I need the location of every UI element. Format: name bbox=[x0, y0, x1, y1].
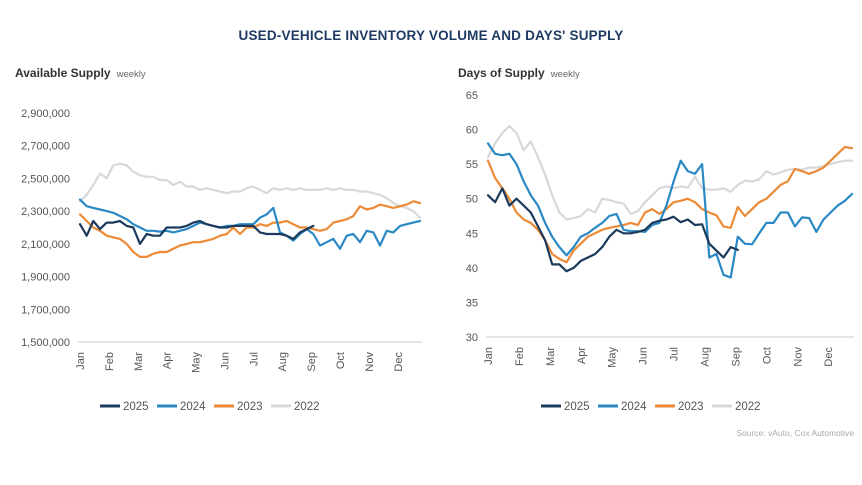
x-tick-label: Mar bbox=[545, 347, 557, 366]
y-tick-label: 55 bbox=[466, 159, 478, 171]
x-tick-label: Apr bbox=[576, 347, 588, 364]
source-note: Source: vAuto, Cox Automotive bbox=[736, 428, 854, 438]
x-tick-label: Jan bbox=[75, 352, 87, 370]
legend-label-2022: 2022 bbox=[735, 401, 761, 413]
series-line-2022 bbox=[78, 162, 422, 219]
x-tick-label: Feb bbox=[104, 352, 116, 371]
x-tick-label: Jun bbox=[219, 352, 231, 370]
y-tick-label: 2,100,000 bbox=[21, 239, 70, 251]
x-tick-label: May bbox=[191, 352, 203, 373]
y-tick-label: 60 bbox=[466, 125, 478, 137]
x-tick-label: Jul bbox=[248, 352, 260, 366]
x-tick-label: Aug bbox=[277, 352, 289, 372]
x-tick-label: Sep bbox=[306, 352, 318, 372]
series-line-2025 bbox=[486, 187, 739, 273]
series-line-2022 bbox=[486, 124, 854, 221]
series-line-2025 bbox=[78, 219, 315, 245]
y-tick-label: 2,300,000 bbox=[21, 206, 70, 218]
x-tick-label: Nov bbox=[364, 352, 376, 372]
x-tick-label: Jun bbox=[638, 347, 650, 365]
x-tick-label: Feb bbox=[514, 347, 526, 366]
panel-title: Days of Supply weekly bbox=[458, 66, 580, 80]
series-line-2024 bbox=[78, 198, 422, 250]
x-tick-label: Oct bbox=[761, 347, 773, 364]
x-tick-label: Mar bbox=[133, 352, 145, 371]
y-tick-label: 35 bbox=[466, 297, 478, 309]
series-line-2023 bbox=[78, 200, 422, 258]
legend-label-2025: 2025 bbox=[564, 401, 590, 413]
x-tick-label: Jan bbox=[483, 347, 495, 365]
main-title: USED-VEHICLE INVENTORY VOLUME AND DAYS' … bbox=[238, 28, 624, 43]
series-line-2024 bbox=[486, 142, 854, 279]
x-tick-label: Dec bbox=[393, 352, 405, 372]
x-tick-label: Oct bbox=[335, 352, 347, 369]
legend-label-2024: 2024 bbox=[621, 401, 647, 413]
y-tick-label: 2,900,000 bbox=[21, 108, 70, 120]
y-tick-label: 50 bbox=[466, 194, 478, 206]
y-tick-label: 1,500,000 bbox=[21, 337, 70, 349]
x-tick-label: May bbox=[607, 347, 619, 368]
y-tick-label: 2,700,000 bbox=[21, 141, 70, 153]
legend-label-2022: 2022 bbox=[294, 401, 320, 413]
x-tick-label: Dec bbox=[823, 347, 835, 367]
legend-label-2023: 2023 bbox=[237, 401, 263, 413]
y-tick-label: 2,500,000 bbox=[21, 173, 70, 185]
panel-subtitle: weekly bbox=[116, 69, 146, 80]
y-tick-label: 40 bbox=[466, 263, 478, 275]
series-line-2023 bbox=[486, 145, 854, 264]
x-tick-label: Aug bbox=[699, 347, 711, 367]
panel-subtitle: weekly bbox=[550, 69, 580, 80]
y-tick-label: 1,900,000 bbox=[21, 272, 70, 284]
x-tick-label: Jul bbox=[669, 347, 681, 361]
y-tick-label: 45 bbox=[466, 228, 478, 240]
y-tick-label: 1,700,000 bbox=[21, 304, 70, 316]
legend-label-2023: 2023 bbox=[678, 401, 704, 413]
legend-label-2025: 2025 bbox=[123, 401, 149, 413]
y-tick-label: 30 bbox=[466, 332, 478, 344]
y-tick-label: 65 bbox=[466, 90, 478, 102]
x-tick-label: Nov bbox=[792, 347, 804, 367]
x-tick-label: Sep bbox=[730, 347, 742, 367]
x-tick-label: Apr bbox=[162, 352, 174, 369]
legend-label-2024: 2024 bbox=[180, 401, 206, 413]
